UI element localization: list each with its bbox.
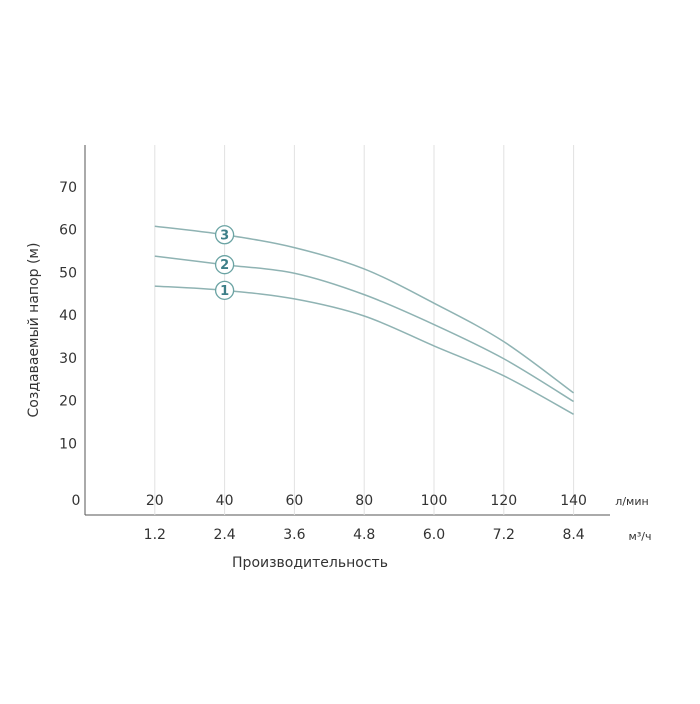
x-tick-label: 20 xyxy=(146,493,164,509)
x-tick-label: 80 xyxy=(355,493,373,509)
y-tick-label: 30 xyxy=(59,351,77,367)
x-tick-label: 0 xyxy=(72,493,81,509)
y-tick-label: 50 xyxy=(59,265,77,281)
x2-tick-label: 2.4 xyxy=(213,527,235,543)
y-tick-label: 10 xyxy=(59,436,77,452)
y-tick-label: 70 xyxy=(59,180,77,196)
x-tick-label: 100 xyxy=(421,493,448,509)
y-axis-title: Создаваемый напор (м) xyxy=(26,243,42,418)
y-tick-label: 60 xyxy=(59,223,77,239)
x2-tick-label: 1.2 xyxy=(144,527,166,543)
x2-unit: м³/ч xyxy=(629,530,652,543)
x-axis-title: Производительность xyxy=(232,555,388,571)
legend-marker xyxy=(214,280,235,301)
x2-tick-label: 3.6 xyxy=(283,527,305,543)
legend-marker xyxy=(214,255,235,275)
x2-tick-label: 6.0 xyxy=(423,527,445,543)
y-tick-label: 20 xyxy=(59,394,77,410)
x-tick-label: 140 xyxy=(560,493,587,509)
x2-tick-label: 7.2 xyxy=(493,527,515,543)
legend-label: 3 xyxy=(220,228,229,243)
legend-label: 2 xyxy=(220,258,229,273)
y-tick-label: 40 xyxy=(59,308,77,324)
legend-label: 1 xyxy=(220,284,229,299)
x2-tick-label: 4.8 xyxy=(353,527,375,543)
x2-tick-label: 8.4 xyxy=(562,527,584,543)
legend-marker xyxy=(214,225,235,245)
x-unit: л/мин xyxy=(615,495,648,508)
x-tick-label: 120 xyxy=(490,493,517,509)
x-tick-label: 60 xyxy=(285,493,303,509)
x-tick-label: 40 xyxy=(216,493,234,509)
